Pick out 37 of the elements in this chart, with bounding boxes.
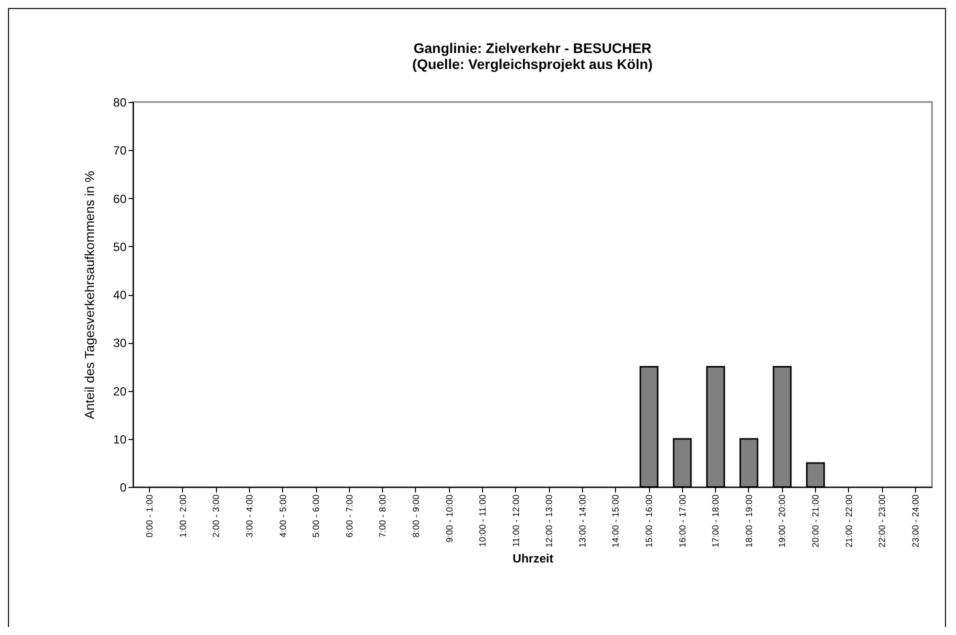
x-tick-label: 10:00 - 11:00 — [478, 494, 488, 547]
x-tick-label: 13:00 - 14:00 — [577, 494, 588, 548]
x-tick-label: 0:00 - 1:00 — [144, 494, 155, 538]
x-tick-label: 9:00 - 10:00 — [444, 494, 454, 543]
x-axis-title: Uhrzeit — [512, 552, 554, 566]
y-tick-label: 60 — [113, 192, 127, 206]
x-tick-label: 15:00 - 16:00 — [644, 494, 654, 548]
y-tick-label: 50 — [113, 240, 127, 254]
y-tick-label: 10 — [113, 432, 127, 446]
x-tick-label: 2:00 - 3:00 — [211, 494, 222, 538]
x-tick-label: 8:00 - 9:00 — [410, 494, 421, 538]
x-tick-label: 6:00 - 7:00 — [344, 494, 354, 538]
x-tick-label: 17:00 - 18:00 — [710, 494, 721, 548]
x-tick-label: 22:00 - 23:00 — [877, 494, 888, 548]
x-tick-label: 5:00 - 6:00 — [311, 494, 322, 538]
x-tick-label: 4:00 - 5:00 — [278, 494, 288, 538]
y-tick-label: 0 — [120, 480, 127, 494]
x-tick-label: 12:00 - 13:00 — [544, 494, 554, 548]
x-tick-label: 20:00 - 21:00 — [810, 494, 820, 548]
x-tick-label: 11:00 - 12:00 — [510, 494, 521, 547]
chart-title: Ganglinie: Zielverkehr - BESUCHER — [413, 40, 652, 56]
y-tick-label: 30 — [113, 336, 127, 350]
x-tick-label: 3:00 - 4:00 — [244, 494, 255, 538]
x-tick-label: 23:00 - 24:00 — [910, 494, 920, 548]
chart-subtitle: (Quelle: Vergleichsprojekt aus Köln) — [412, 56, 653, 72]
y-axis-title: Anteil des Tagesverkehrsaufkommens in % — [82, 170, 98, 420]
x-tick-label: 16:00 - 17:00 — [677, 494, 688, 548]
x-tick-label: 21:00 - 22:00 — [844, 494, 854, 548]
y-tick-label: 80 — [113, 96, 127, 110]
y-tick-label: 40 — [113, 288, 127, 302]
x-tick-label: 14:00 - 15:00 — [610, 494, 621, 548]
x-tick-label: 19:00 - 20:00 — [777, 494, 788, 548]
x-tick-label: 1:00 - 2:00 — [178, 494, 188, 538]
x-tick-label: 18:00 - 19:00 — [744, 494, 754, 548]
y-tick-label: 70 — [113, 144, 127, 158]
x-tick-label: 7:00 - 8:00 — [378, 494, 388, 538]
y-tick-label: 20 — [113, 384, 127, 398]
